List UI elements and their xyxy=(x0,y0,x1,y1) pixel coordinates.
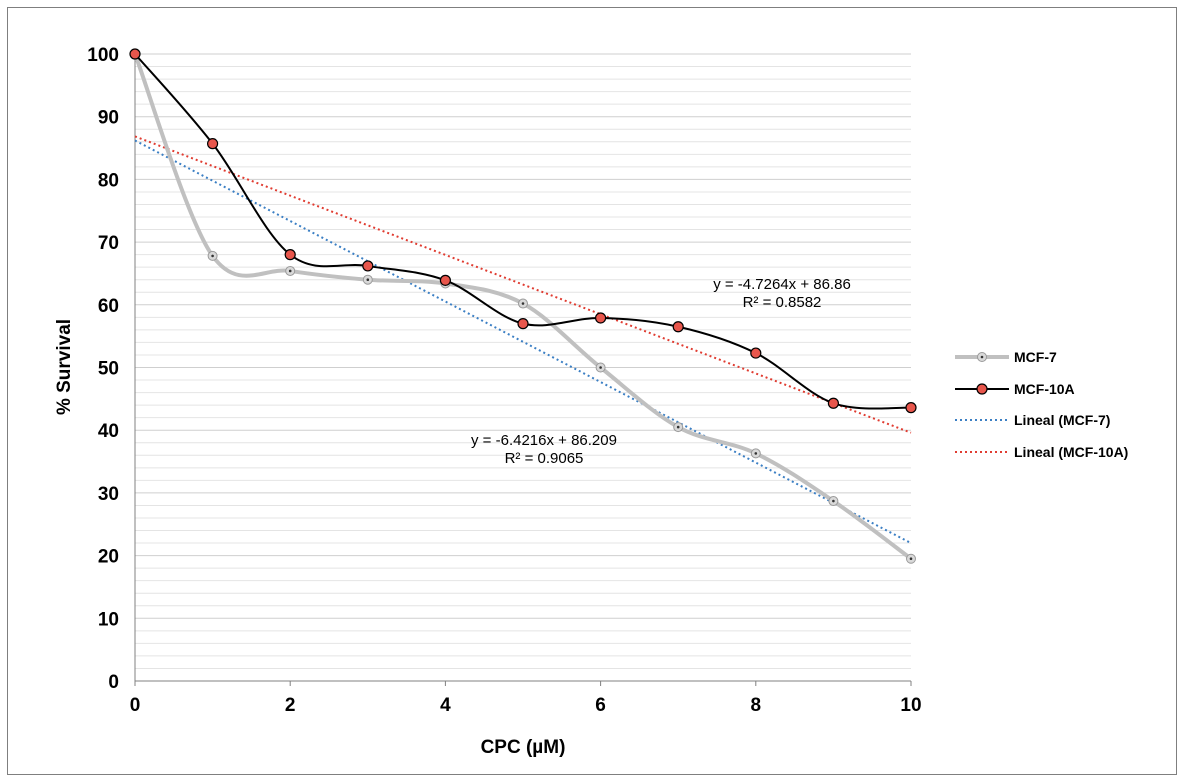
legend-item-lineal-mcf7: Lineal (MCF-7) xyxy=(955,412,1110,428)
y-tick-label: 30 xyxy=(98,484,119,505)
data-point-mcf10a xyxy=(284,249,296,261)
y-tick-label: 100 xyxy=(87,45,119,66)
y-tick-label: 40 xyxy=(98,421,119,442)
y-tick-label: 10 xyxy=(98,609,119,630)
x-tick-label: 6 xyxy=(595,695,606,716)
y-tick-label: 0 xyxy=(108,672,119,693)
x-tick-labels: 0 2 4 6 8 10 xyxy=(130,695,922,716)
legend-marker-dot-mcf7 xyxy=(980,355,984,359)
x-axis-title: CPC (µM) xyxy=(481,737,566,758)
data-point-center-mcf7 xyxy=(909,557,913,561)
legend-label-lineal-mcf10a: Lineal (MCF-10A) xyxy=(1014,444,1128,460)
series-line-mcf10a xyxy=(134,53,912,410)
data-point-center-mcf7 xyxy=(832,499,835,503)
data-point-center-mcf7 xyxy=(754,452,758,455)
chart-frame xyxy=(7,7,1177,775)
trendline-mcf7 xyxy=(134,139,912,544)
trendline-mcf10a xyxy=(134,135,912,434)
data-point-mcf10a xyxy=(207,138,219,150)
trendline-equation-mcf7: y = -6.4216x + 86.209 xyxy=(471,432,617,449)
trendline-equation-mcf10a: y = -4.7264x + 86.86 xyxy=(713,276,851,293)
x-tick-label: 10 xyxy=(900,695,921,716)
data-point-mcf10a xyxy=(594,312,607,324)
y-tick-label: 90 xyxy=(98,108,119,129)
data-point-center-mcf7 xyxy=(288,269,292,273)
data-point-center-mcf7 xyxy=(211,254,214,258)
series xyxy=(129,48,917,564)
x-tick-label: 8 xyxy=(751,695,762,716)
x-tick-label: 0 xyxy=(130,695,141,716)
data-point-mcf10a xyxy=(827,397,840,409)
gridlines xyxy=(135,53,911,669)
legend-label-mcf7: MCF-7 xyxy=(1014,349,1057,365)
trendlines xyxy=(134,135,912,544)
data-point-mcf10a xyxy=(517,318,529,330)
legend-marker-mcf10a xyxy=(976,383,988,395)
trendline-r2-mcf7: R² = 0.9065 xyxy=(505,450,584,467)
legend: MCF-7 MCF-10A Lineal (MCF-7) Lineal (MCF… xyxy=(955,349,1128,460)
y-tick-label: 80 xyxy=(98,170,119,191)
y-tick-label: 60 xyxy=(98,296,119,317)
x-tick-label: 4 xyxy=(440,695,451,716)
legend-label-mcf10a: MCF-10A xyxy=(1014,381,1075,397)
y-tick-label: 70 xyxy=(98,233,119,254)
y-axis-title: % Survival xyxy=(54,319,75,415)
legend-item-mcf10a: MCF-10A xyxy=(955,381,1075,397)
data-point-center-mcf7 xyxy=(676,425,680,429)
x-tick-label: 2 xyxy=(285,695,296,716)
trendline-r2-mcf10a: R² = 0.8582 xyxy=(743,294,822,311)
data-point-mcf10a xyxy=(672,321,684,333)
data-point-center-mcf7 xyxy=(599,366,602,369)
data-point-mcf10a xyxy=(905,402,917,414)
data-point-mcf10a xyxy=(439,274,451,286)
data-point-center-mcf7 xyxy=(521,302,525,305)
data-point-mcf10a xyxy=(750,347,762,359)
legend-label-lineal-mcf7: Lineal (MCF-7) xyxy=(1014,412,1110,428)
data-point-center-mcf7 xyxy=(366,278,370,282)
y-tick-label: 50 xyxy=(98,359,119,380)
legend-item-lineal-mcf10a: Lineal (MCF-10A) xyxy=(955,444,1128,460)
data-point-mcf10a xyxy=(129,48,141,60)
y-tick-label: 20 xyxy=(98,547,119,568)
y-tick-labels: 0 10 20 30 40 50 60 70 80 90 100 xyxy=(87,45,119,693)
axes xyxy=(134,54,912,686)
legend-item-mcf7: MCF-7 xyxy=(955,349,1057,365)
data-point-mcf10a xyxy=(362,260,374,272)
